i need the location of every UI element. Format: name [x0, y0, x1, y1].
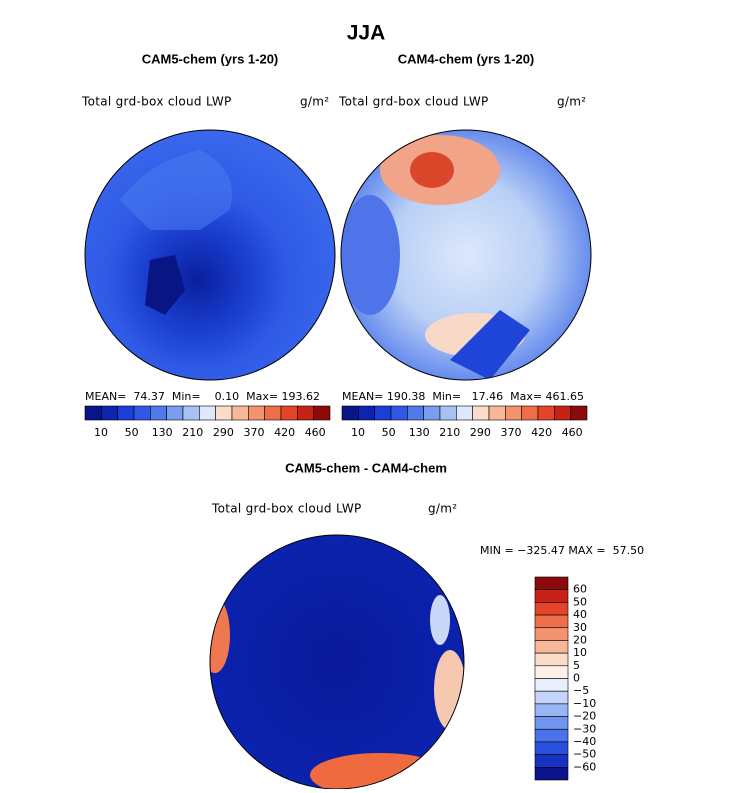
colorbar-box: [374, 405, 392, 421]
colorbar-box: [313, 405, 331, 421]
colorbar-label: 40: [573, 608, 587, 621]
colorbar-label: 460: [305, 426, 326, 439]
colorbar-box: [358, 405, 375, 421]
colorbar-box: [341, 405, 359, 421]
colorbar-box: [182, 405, 200, 421]
colorbar-box: [472, 405, 490, 421]
colorbar-box: [534, 703, 569, 717]
colorbar-box: [534, 665, 569, 679]
colorbar-box: [534, 728, 569, 743]
colorbar-box: [537, 405, 555, 421]
colorbar-label: 370: [501, 426, 522, 439]
colorbar-box: [297, 405, 314, 421]
stats-label: MEAN= 190.38 Min= 17.46 Max= 461.65: [342, 390, 584, 403]
colorbar-box: [534, 602, 569, 616]
colorbar-box: [248, 405, 265, 421]
colorbar-label: 10: [94, 426, 108, 439]
colorbar-label: 210: [182, 426, 203, 439]
colorbar-box: [439, 405, 457, 421]
colorbar-box: [84, 405, 102, 421]
colorbar-label: −50: [573, 748, 596, 761]
colorbar-label: −20: [573, 710, 596, 723]
colorbar-box: [505, 405, 522, 421]
colorbar-label: 0: [573, 672, 580, 685]
colorbar-label: 420: [531, 426, 552, 439]
colorbar-box: [534, 627, 569, 641]
colorbar-box: [534, 576, 569, 590]
colorbar-box: [534, 678, 569, 692]
field-label: Total grd-box cloud LWP: [338, 95, 489, 109]
colorbar-label: 5: [573, 659, 580, 672]
colorbar-box: [390, 405, 408, 421]
colorbar-box: [231, 405, 249, 421]
colorbar-label: −30: [573, 722, 596, 735]
colorbar-box: [456, 405, 473, 421]
panel-title: CAM5-chem - CAM4-chem: [285, 460, 447, 475]
colorbar-label: 420: [274, 426, 295, 439]
colorbar-box: [554, 405, 571, 421]
colorbar-box: [264, 405, 282, 421]
colorbar-box: [166, 405, 184, 421]
map-right: [341, 130, 591, 380]
panel-title: CAM5-chem (yrs 1-20): [142, 51, 279, 66]
units-label: g/m²: [300, 95, 329, 109]
colorbar-box: [280, 405, 298, 421]
colorbar-box: [570, 405, 588, 421]
stats-label: MIN = −325.47 MAX = 57.50: [480, 544, 644, 557]
figure-title: JJA: [347, 22, 386, 45]
colorbar-label: 290: [213, 426, 234, 439]
colorbar-box: [488, 405, 506, 421]
colorbar-box: [534, 690, 569, 705]
map-difference: [210, 535, 464, 789]
colorbar-label: 50: [573, 595, 587, 608]
colorbar-label: 370: [244, 426, 265, 439]
colorbar-label: 50: [125, 426, 139, 439]
colorbar-box: [534, 716, 569, 730]
colorbar-box: [534, 741, 569, 755]
colorbar-label: 290: [470, 426, 491, 439]
colorbar-box: [534, 589, 569, 603]
colorbar-label: 10: [573, 646, 587, 659]
map-border: [340, 129, 592, 381]
colorbar-box: [534, 640, 569, 654]
colorbar-label: 60: [573, 583, 587, 596]
colorbar-label: 30: [573, 621, 587, 634]
colorbar-box: [534, 652, 569, 667]
map-left: [85, 130, 335, 380]
field-label: Total grd-box cloud LWP: [211, 502, 362, 516]
stats-label: MEAN= 74.37 Min= 0.10 Max= 193.62: [85, 390, 320, 403]
units-label: g/m²: [557, 95, 586, 109]
map-border: [84, 129, 336, 381]
colorbar-box: [407, 405, 424, 421]
colorbar-box: [534, 767, 569, 781]
colorbar-box: [133, 405, 151, 421]
colorbar-box: [101, 405, 118, 421]
colorbar-label: 10: [351, 426, 365, 439]
colorbar-label: 130: [152, 426, 173, 439]
panel-title: CAM4-chem (yrs 1-20): [398, 51, 535, 66]
colorbar-box: [534, 614, 569, 629]
colorbar-label: 20: [573, 633, 587, 646]
colorbar-box: [117, 405, 135, 421]
colorbar-box: [199, 405, 216, 421]
units-label: g/m²: [428, 502, 457, 516]
colorbar-label: 130: [409, 426, 430, 439]
colorbar-box: [534, 754, 569, 768]
colorbar-box: [423, 405, 441, 421]
colorbar-label: −10: [573, 697, 596, 710]
colorbar-box: [150, 405, 167, 421]
colorbar-box: [215, 405, 233, 421]
colorbar-label: −40: [573, 735, 596, 748]
field-label: Total grd-box cloud LWP: [81, 95, 232, 109]
colorbar-label: −60: [573, 760, 596, 773]
colorbar-label: 210: [439, 426, 460, 439]
colorbar-label: 460: [562, 426, 583, 439]
colorbar-label: −5: [573, 684, 589, 697]
colorbar-box: [521, 405, 539, 421]
colorbar-label: 50: [382, 426, 396, 439]
